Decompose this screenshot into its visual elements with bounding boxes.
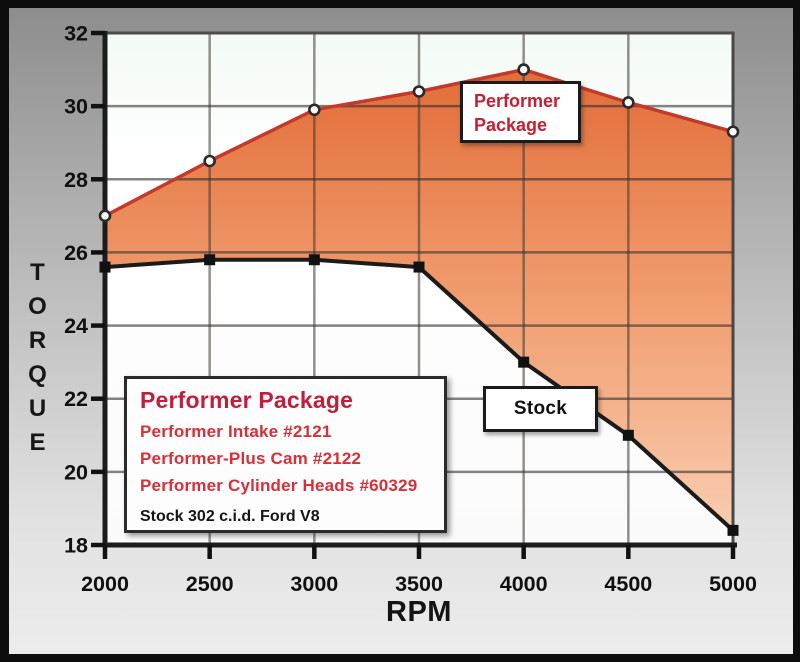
y-tick-label: 22 bbox=[64, 387, 88, 411]
x-axis-title: RPM bbox=[386, 596, 452, 628]
y-tick-label: 28 bbox=[64, 168, 88, 192]
x-tick-label: 3500 bbox=[395, 572, 443, 596]
performer-marker bbox=[203, 154, 216, 168]
legend-item-heads: Performer Cylinder Heads #60329 bbox=[140, 476, 418, 495]
stock-marker bbox=[622, 429, 634, 441]
performer-marker bbox=[98, 209, 112, 223]
y-tick-label: 24 bbox=[64, 314, 88, 338]
y-tick-label: 32 bbox=[64, 22, 88, 46]
y-tick-label: 30 bbox=[64, 95, 88, 119]
legend-item-intake: Performer Intake #2121 bbox=[140, 422, 332, 441]
gain-fill-area bbox=[105, 69, 733, 531]
stock-marker bbox=[727, 524, 739, 536]
performer-marker bbox=[622, 96, 635, 109]
x-tick-label: 3000 bbox=[290, 572, 338, 596]
x-tick-label: 2000 bbox=[81, 572, 129, 596]
performer-marker bbox=[308, 103, 321, 117]
legend-item-cam: Performer-Plus Cam #2122 bbox=[140, 449, 362, 468]
x-tick-label: 2500 bbox=[186, 572, 234, 596]
performer-marker bbox=[517, 63, 530, 76]
stock-marker bbox=[413, 261, 425, 273]
x-tick-label: 5000 bbox=[709, 572, 757, 596]
x-tick-label: 4000 bbox=[500, 572, 548, 596]
stock-marker bbox=[204, 254, 216, 266]
legend-footnote: Stock 302 c.i.d. Ford V8 bbox=[140, 508, 320, 525]
legend-title: Performer Package bbox=[140, 387, 354, 413]
stock-marker bbox=[308, 254, 320, 266]
y-tick-label: 20 bbox=[64, 460, 88, 484]
stock-marker bbox=[99, 261, 111, 273]
legend-box: Performer Package Performer Intake #2121… bbox=[124, 376, 447, 533]
performer-package-callout: Performer Package bbox=[460, 81, 581, 143]
performer-marker bbox=[726, 125, 740, 139]
performer-marker bbox=[412, 85, 426, 98]
x-tick-label: 4500 bbox=[604, 572, 652, 596]
y-tick-label: 18 bbox=[64, 534, 88, 558]
y-axis-title: TORQUE bbox=[24, 259, 51, 463]
stock-callout: Stock bbox=[483, 386, 598, 432]
stock-marker bbox=[518, 356, 530, 368]
y-tick-label: 26 bbox=[64, 241, 88, 265]
